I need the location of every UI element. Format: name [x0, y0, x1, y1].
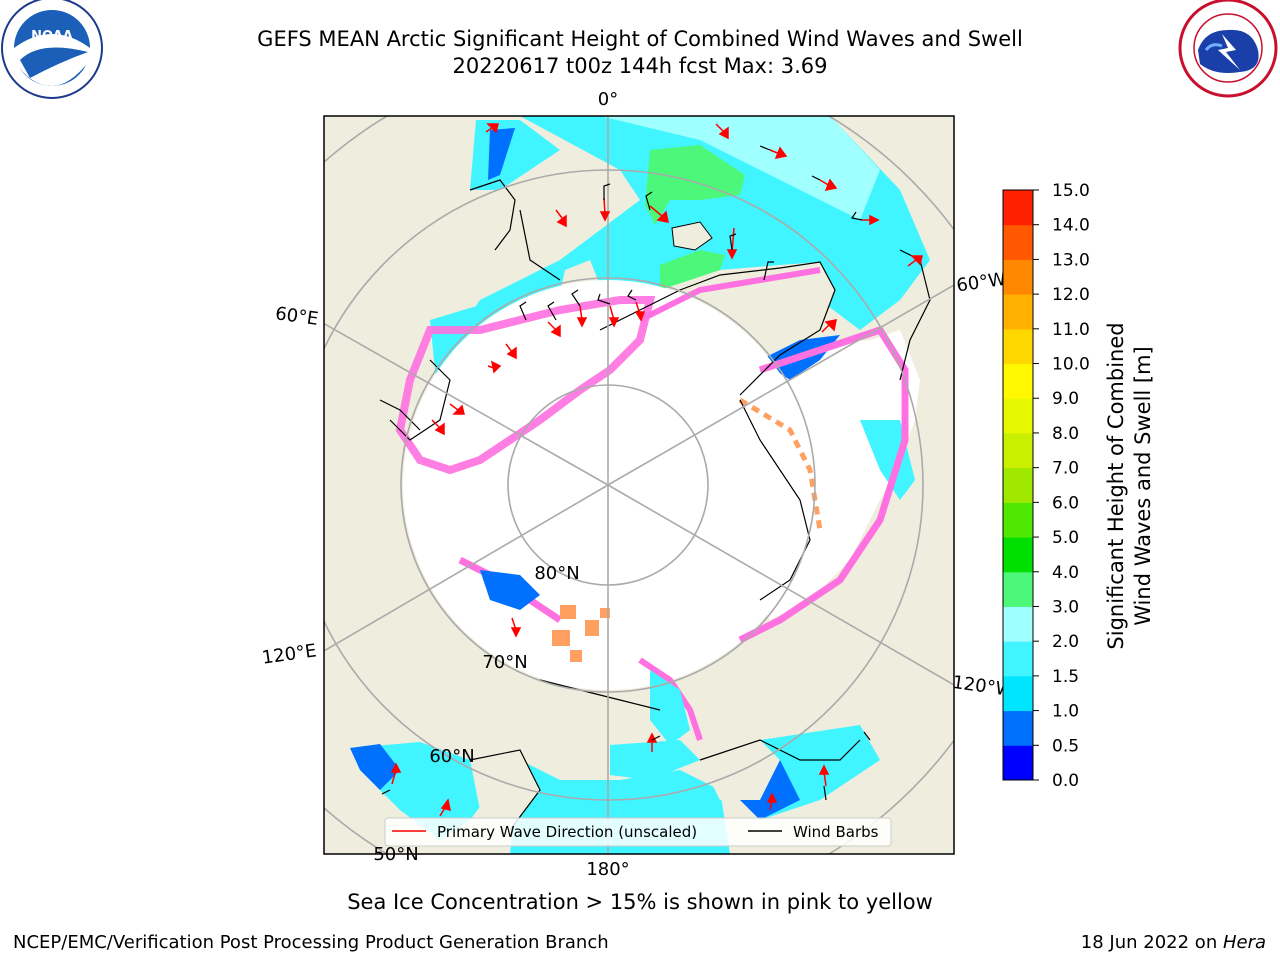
lat-label-80n: 80°N: [534, 563, 579, 584]
colorbar-tick-label: 3.0: [1052, 597, 1079, 617]
ice-floes: [552, 605, 610, 662]
colorbar-tick-label: 8.0: [1052, 424, 1079, 444]
map-area: [324, 116, 954, 854]
colorbar-segment: [1003, 745, 1033, 781]
caption: Sea Ice Concentration > 15% is shown in …: [347, 890, 933, 914]
colorbar-segment: [1003, 675, 1033, 712]
colorbar-tick-label: 9.0: [1052, 389, 1079, 409]
colorbar-tick-label: 4.0: [1052, 563, 1079, 583]
colorbar-tick-label: 14.0: [1052, 216, 1090, 236]
lon-label-120e: 120°E: [261, 640, 318, 668]
colorbar-title-line1: Significant Height of Combined: [1104, 322, 1128, 649]
colorbar-border: [1002, 189, 1034, 781]
colorbar-tick-label: 0.0: [1052, 771, 1079, 791]
lon-label-60e: 60°E: [274, 303, 320, 330]
colorbar: 0.0 0.5 1.0 1.5 2.0 3.0 4.0 5.0 6.0 7.0 8.0 9.0 10.0…: [1002, 181, 1090, 791]
colorbar-tick-label: 15.0: [1052, 181, 1090, 201]
colorbar-tick-label: 5.0: [1052, 528, 1079, 548]
colorbar-segment: [1003, 432, 1033, 469]
graticule: [324, 116, 954, 854]
colorbar-segment: [1003, 328, 1033, 365]
legend-primary-wave: Primary Wave Direction (unscaled): [437, 823, 697, 841]
colorbar-tick-label: 1.5: [1052, 667, 1079, 687]
colorbar-segment: [1003, 398, 1033, 434]
colorbar-segment: [1003, 224, 1033, 260]
lat-label-50n: 50°N: [373, 844, 418, 865]
coastlines: [379, 179, 931, 831]
lon-label-60w: 60°W: [955, 269, 1007, 297]
chart-title: GEFS MEAN Arctic Significant Height of C…: [257, 27, 1023, 51]
colorbar-tick-label: 12.0: [1052, 285, 1090, 305]
colorbar-tick-label: 13.0: [1052, 250, 1090, 270]
colorbar-segment: [1003, 571, 1033, 607]
wind-barbs: [381, 145, 871, 801]
lat-label-70n: 70°N: [482, 652, 527, 673]
colorbar-segment: [1003, 502, 1033, 538]
colorbar-segment: [1003, 294, 1033, 330]
wave-direction-arrows: [390, 123, 923, 817]
colorbar-segment: [1003, 190, 1033, 226]
lat-label-60n: 60°N: [429, 746, 474, 767]
lon-label-180: 180°: [586, 859, 629, 880]
lon-label-0: 0°: [598, 89, 618, 110]
footer-date: 18 Jun 2022 on Hera: [1081, 932, 1266, 953]
map-border: [323, 115, 955, 855]
colorbar-segment: [1003, 363, 1033, 399]
footer-credit: NCEP/EMC/Verification Post Processing Pr…: [13, 932, 609, 953]
chart-subtitle: 20220617 t00z 144h fcst Max: 3.69: [452, 54, 828, 78]
colorbar-segment: [1003, 710, 1033, 746]
colorbar-tick-label: 0.5: [1052, 736, 1079, 756]
colorbar-segment: [1003, 641, 1033, 677]
colorbar-tick-label: 11.0: [1052, 320, 1090, 340]
nws-logo: [1178, 0, 1278, 98]
colorbar-segment: [1003, 259, 1033, 295]
colorbar-tick-label: 2.0: [1052, 632, 1079, 652]
footer-date-text: 18 Jun 2022 on: [1080, 932, 1223, 953]
map-legend: Primary Wave Direction (unscaled) Wind B…: [384, 817, 892, 847]
colorbar-tick-label: 1.0: [1052, 702, 1079, 722]
colorbar-segment: [1003, 467, 1033, 503]
colorbar-segment: [1003, 537, 1033, 573]
colorbar-title-line2: Wind Waves and Swell [m]: [1131, 346, 1155, 626]
footer-host: Hera: [1222, 932, 1266, 953]
legend-wind-barbs: Wind Barbs: [793, 823, 879, 841]
noaa-logo: NOAA: [1, 0, 103, 99]
colorbar-segment: [1003, 606, 1033, 642]
colorbar-tick-label: 7.0: [1052, 459, 1079, 479]
colorbar-tick-label: 6.0: [1052, 493, 1079, 513]
colorbar-tick-label: 10.0: [1052, 355, 1090, 375]
svg-text:NOAA: NOAA: [31, 29, 73, 44]
